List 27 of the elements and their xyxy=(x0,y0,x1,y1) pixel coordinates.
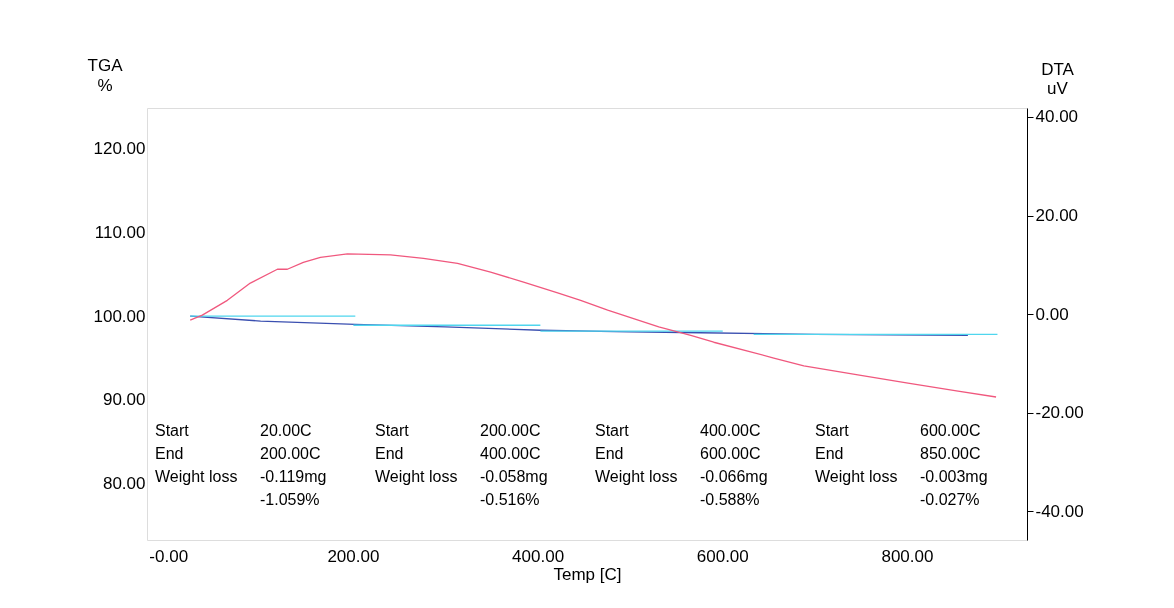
y2-tick-label: 20.00 xyxy=(1035,206,1079,226)
y-tick-label: 120.00 xyxy=(93,139,146,159)
y-axis-title: TGA % xyxy=(87,56,124,95)
x-tick-label: 400.00 xyxy=(512,546,565,566)
y-tick-label: 80.00 xyxy=(102,473,146,493)
annotation: 200.00C 400.00C -0.058mg -0.516% xyxy=(480,422,548,508)
x-axis-title: Temp [C] xyxy=(553,564,622,584)
y-tick-label: 100.00 xyxy=(93,306,146,326)
y2-tick-label: 0.00 xyxy=(1035,304,1069,324)
annotation: Start End Weight loss xyxy=(595,422,678,485)
annotation: 400.00C 600.00C -0.066mg -0.588% xyxy=(700,422,768,508)
y2-tick-label: 40.00 xyxy=(1035,107,1079,127)
annotation: 600.00C 850.00C -0.003mg -0.027% xyxy=(920,422,988,508)
x-tick-label: -0.00 xyxy=(149,546,189,566)
x-tick-label: 800.00 xyxy=(881,546,934,566)
y-tick-label: 110.00 xyxy=(94,223,146,242)
line-series xyxy=(189,253,997,398)
y2-tick-label: -20.00 xyxy=(1035,403,1084,423)
y2-axis-title: DTA uV xyxy=(1041,59,1075,98)
annotation: Start End Weight loss xyxy=(375,422,458,485)
annotation: 20.00C 200.00C -0.119mg -1.059% xyxy=(260,422,327,508)
y2-tick-label: -40.00 xyxy=(1035,501,1084,521)
annotation: Start End Weight loss xyxy=(155,422,238,485)
y-tick-label: 90.00 xyxy=(102,390,146,410)
x-tick-label: 200.00 xyxy=(327,546,380,566)
x-tick-label: 600.00 xyxy=(696,546,749,566)
annotation: Start End Weight loss xyxy=(815,422,898,485)
